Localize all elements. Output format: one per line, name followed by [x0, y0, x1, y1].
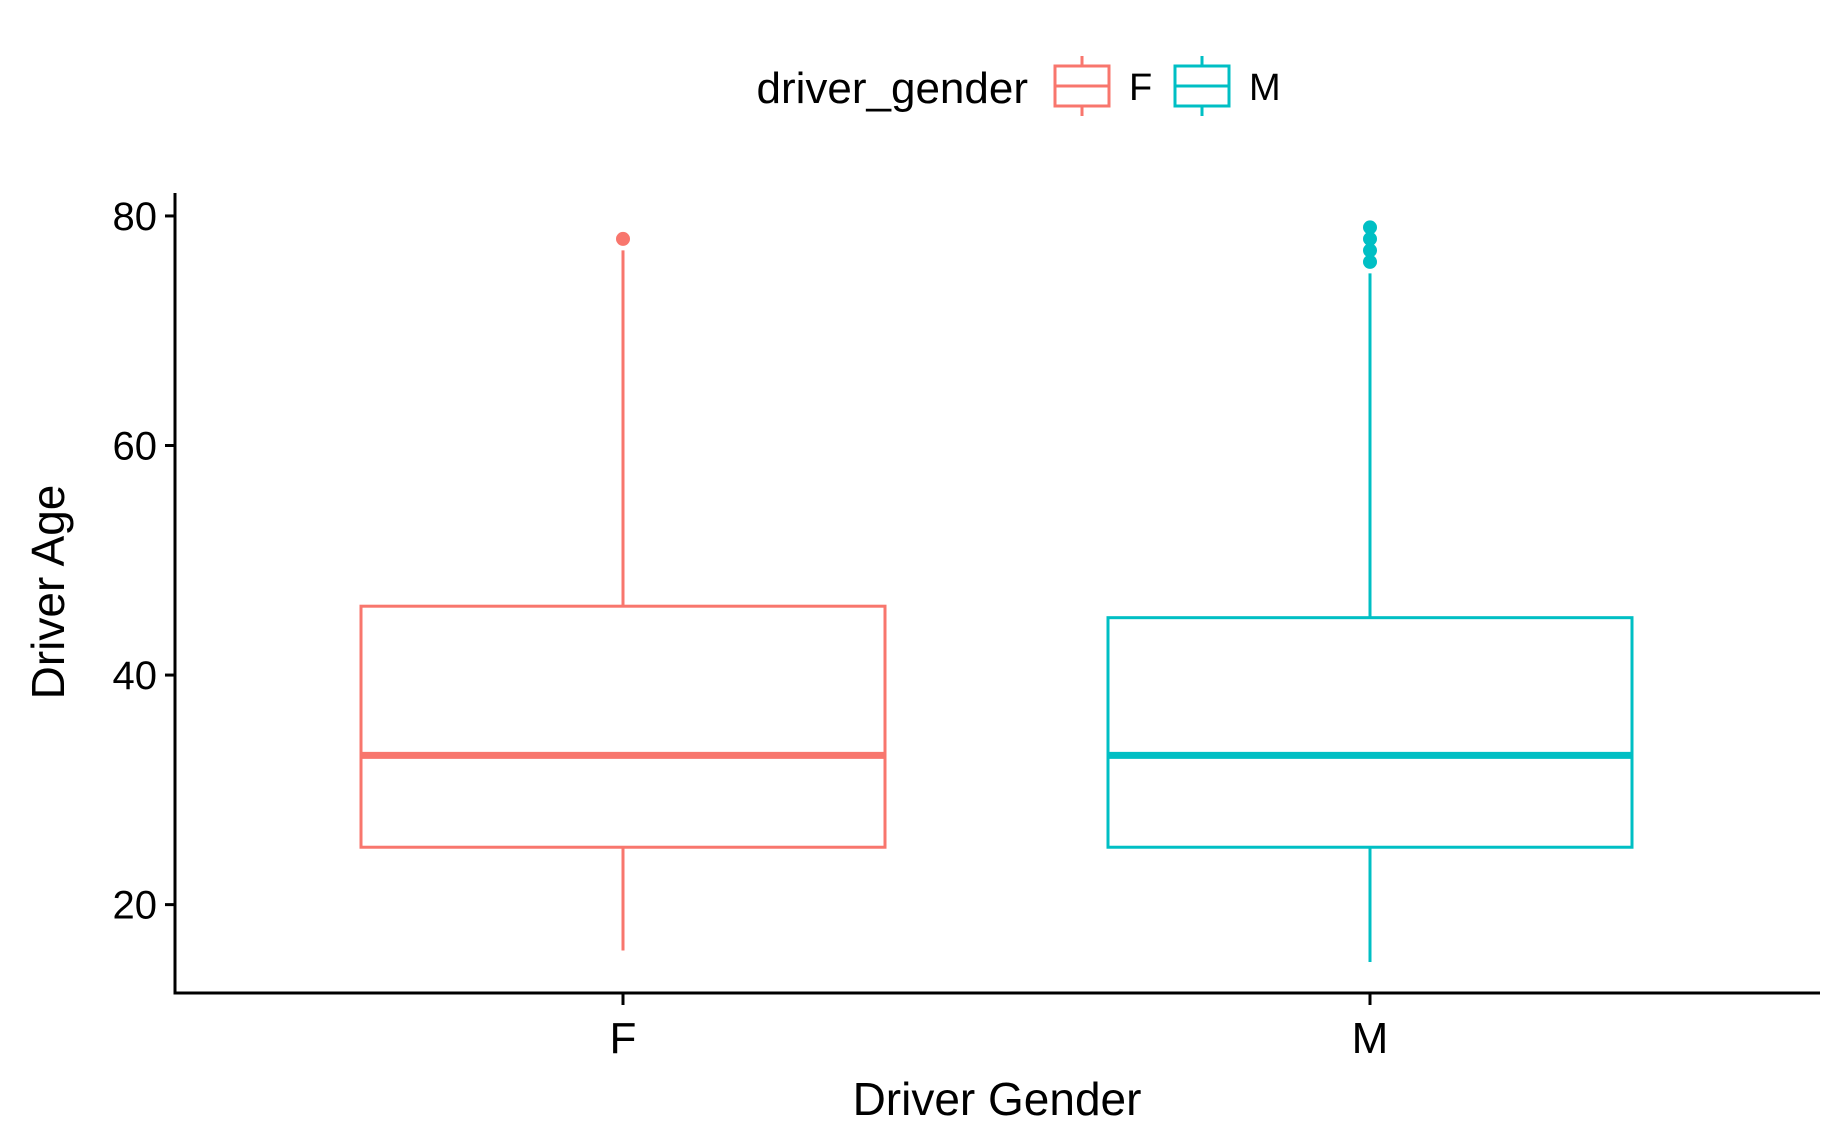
legend-key-M: M	[1173, 56, 1281, 116]
y-tick-label: 60	[113, 425, 158, 469]
box-F	[359, 231, 887, 951]
outlier-point	[1363, 220, 1377, 235]
y-tick-label: 80	[113, 195, 158, 239]
iqr-box	[359, 604, 887, 849]
y-tick-label: 40	[113, 654, 158, 698]
box-M	[1106, 220, 1634, 963]
legend-label: M	[1249, 67, 1281, 109]
iqr-box	[1106, 616, 1634, 849]
legend-title: driver_gender	[757, 64, 1029, 113]
outlier-point	[1363, 231, 1377, 246]
outlier-point	[1363, 243, 1377, 258]
y-axis-title: Driver Age	[22, 485, 74, 700]
outlier-point	[616, 231, 630, 246]
plot-marks	[359, 220, 1634, 963]
outlier-point	[1363, 254, 1377, 269]
legend-label: F	[1129, 67, 1152, 109]
legend-key-F: F	[1053, 56, 1152, 116]
y-axis-ticks: 20 40 60 80	[113, 195, 175, 928]
x-tick-label: M	[1352, 1014, 1389, 1063]
y-tick-label: 20	[113, 884, 158, 928]
x-axis-title: Driver Gender	[853, 1073, 1142, 1125]
x-tick-label: F	[610, 1014, 637, 1063]
